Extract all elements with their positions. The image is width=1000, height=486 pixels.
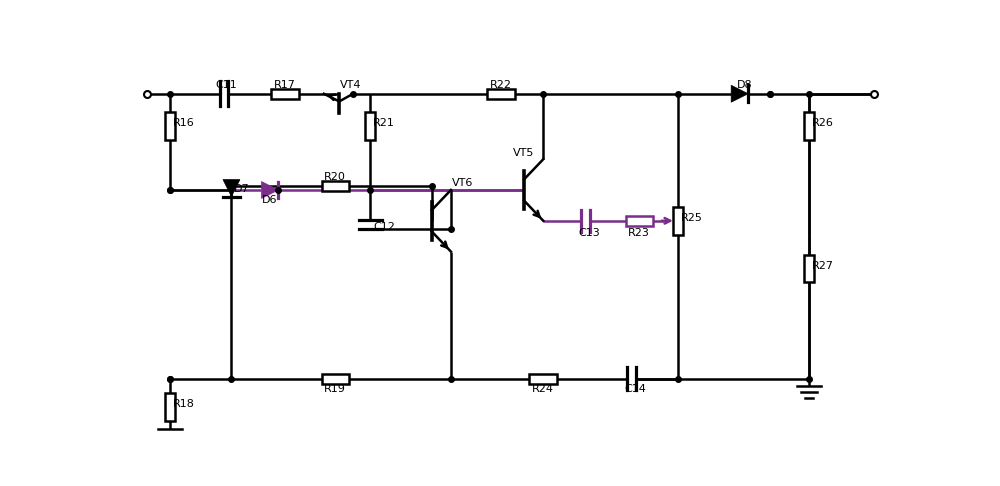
Text: D6: D6 — [262, 195, 278, 206]
Bar — [322, 374, 349, 383]
Text: R22: R22 — [489, 80, 511, 90]
Bar — [365, 112, 375, 140]
Polygon shape — [731, 85, 748, 102]
Bar — [804, 112, 814, 140]
Text: C14: C14 — [624, 384, 646, 394]
Text: VT4: VT4 — [340, 80, 362, 90]
Text: VT5: VT5 — [512, 148, 534, 158]
Text: R21: R21 — [373, 119, 395, 128]
Text: C11: C11 — [215, 80, 237, 90]
Text: R17: R17 — [274, 80, 296, 90]
Text: R27: R27 — [812, 261, 834, 271]
Text: D7: D7 — [234, 184, 249, 194]
Bar — [626, 216, 653, 226]
Text: R18: R18 — [173, 399, 195, 409]
Bar — [529, 374, 557, 383]
Text: VT6: VT6 — [452, 178, 473, 189]
Text: R20: R20 — [324, 173, 346, 182]
Text: R24: R24 — [532, 384, 554, 394]
Bar — [322, 181, 349, 191]
Polygon shape — [223, 180, 240, 196]
Bar — [673, 207, 683, 235]
Polygon shape — [261, 181, 278, 198]
Bar — [804, 255, 814, 282]
Bar — [165, 393, 175, 421]
Text: R19: R19 — [324, 384, 346, 394]
Text: D8: D8 — [737, 80, 753, 90]
Text: C13: C13 — [578, 228, 600, 238]
Bar — [165, 112, 175, 140]
Text: C12: C12 — [373, 222, 395, 232]
Text: R23: R23 — [628, 228, 650, 238]
Text: R26: R26 — [812, 119, 834, 128]
Text: R25: R25 — [681, 213, 703, 223]
Bar — [271, 89, 299, 99]
Bar — [487, 89, 515, 99]
Text: R16: R16 — [173, 119, 195, 128]
